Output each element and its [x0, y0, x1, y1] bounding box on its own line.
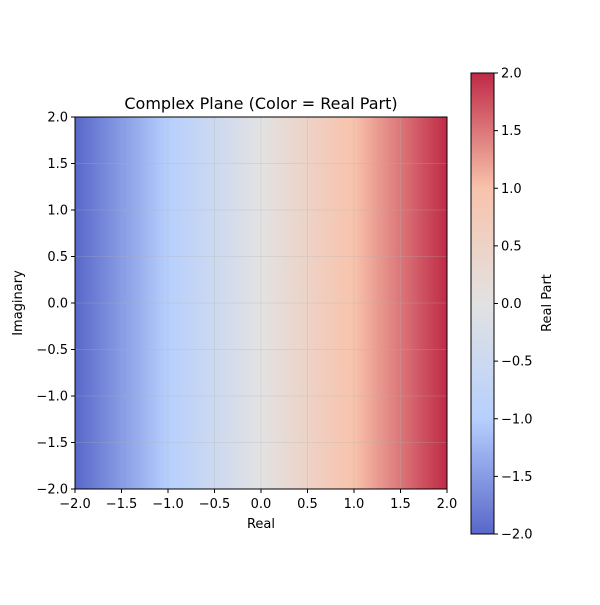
y-tick-label-7: 1.5	[47, 157, 68, 172]
y-tick-label-8: 2.0	[47, 111, 68, 126]
colorbar-tick-label-7: 1.5	[501, 124, 522, 139]
colorbar-tick-label-1: −1.5	[501, 470, 533, 485]
chart-title: Complex Plane (Color = Real Part)	[124, 94, 397, 113]
colorbar: −2.0 −1.5 −1.0 −0.5 0.0 0.5 1.0 1.5 2.0	[470, 67, 533, 543]
x-tick-label-2: −1.0	[152, 497, 184, 512]
colorbar-tick-label-4: 0.0	[501, 297, 522, 312]
x-tick-label-7: 1.5	[390, 497, 411, 512]
colorbar-tick-label-6: 1.0	[501, 182, 522, 197]
y-axis-label: Imaginary	[11, 270, 26, 336]
colorbar-tick-label-2: −1.0	[501, 412, 533, 427]
y-tick-label-0: −2.0	[36, 483, 68, 498]
x-tick-label-0: −2.0	[59, 497, 91, 512]
colorbar-tick-label-8: 2.0	[501, 67, 522, 82]
y-tick-label-6: 1.0	[47, 204, 68, 219]
y-tick-label-1: −1.5	[36, 436, 68, 451]
x-tick-label-8: 2.0	[437, 497, 458, 512]
y-tick-label-3: −0.5	[36, 343, 68, 358]
colorbar-label: Real Part	[540, 274, 555, 332]
colorbar-tick-label-3: −0.5	[501, 355, 533, 370]
x-tick-label-3: −0.5	[199, 497, 231, 512]
heatmap-image	[75, 117, 447, 489]
colorbar-gradient	[471, 73, 494, 534]
x-axis-label: Real	[247, 517, 275, 532]
y-tick-label-2: −1.0	[36, 390, 68, 405]
colorbar-tick-label-5: 0.5	[501, 239, 522, 254]
plot-area: −2.0 −1.5 −1.0 −0.5 0.0 0.5 1.0 1.5 2.0−2.0−1.5−…	[36, 111, 457, 513]
colorbar-tick-label-0: −2.0	[501, 528, 533, 543]
x-tick-label-1: −1.5	[106, 497, 138, 512]
y-tick-label-4: 0.0	[47, 297, 68, 312]
x-tick-label-4: 0.0	[251, 497, 272, 512]
x-tick-label-6: 1.0	[344, 497, 365, 512]
y-tick-label-5: 0.5	[47, 250, 68, 265]
x-tick-label-5: 0.5	[297, 497, 318, 512]
